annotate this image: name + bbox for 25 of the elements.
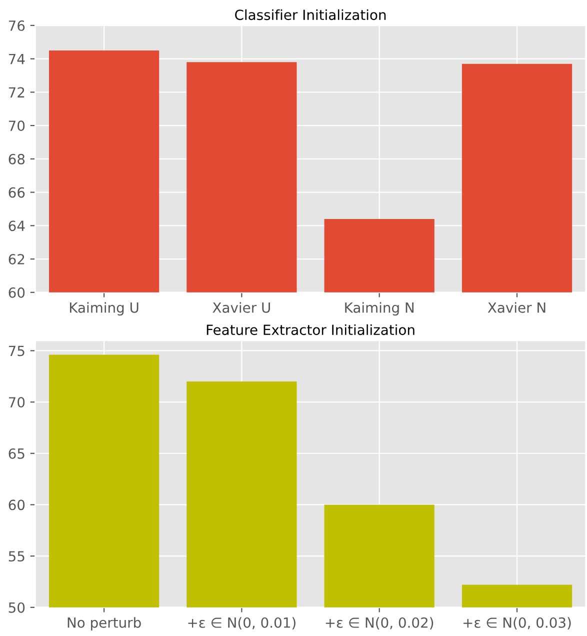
y-tick-label: 72 bbox=[8, 87, 24, 98]
y-tick-label: 66 bbox=[8, 187, 25, 198]
y-tick-label: 65 bbox=[8, 448, 24, 459]
y-tick-label: 60 bbox=[8, 287, 25, 298]
y-tick-label: 55 bbox=[8, 551, 24, 562]
x-tick-label: No perturb bbox=[68, 617, 141, 631]
x-tick-label: Kaiming N bbox=[345, 302, 414, 316]
y-tick-label: 62 bbox=[8, 254, 24, 264]
y-tick-label: 68 bbox=[8, 154, 25, 164]
chart-title: Classifier Initialization bbox=[235, 9, 386, 20]
y-tick-label: 75 bbox=[8, 346, 24, 356]
y-tick-label: 74 bbox=[8, 54, 25, 64]
y-tick-label: 70 bbox=[8, 120, 25, 132]
x-tick-label: Kaiming U bbox=[70, 302, 138, 316]
y-tick-label: 50 bbox=[8, 602, 25, 613]
x-tick-label: Xavier U bbox=[212, 302, 270, 313]
y-tick-label: 70 bbox=[8, 397, 25, 408]
y-tick-label: 64 bbox=[8, 220, 25, 232]
chart-title: Feature Extractor Initialization bbox=[206, 324, 414, 336]
x-tick-label: +ε ∈ N(0, 0.02) bbox=[326, 617, 434, 630]
x-tick-label: +ε ∈ N(0, 0.01) bbox=[188, 617, 296, 630]
x-tick-label: Xavier N bbox=[488, 302, 546, 313]
y-tick-label: 60 bbox=[8, 500, 25, 510]
y-tick-label: 76 bbox=[8, 20, 25, 31]
x-tick-label: +ε ∈ N(0, 0.03) bbox=[464, 617, 571, 630]
